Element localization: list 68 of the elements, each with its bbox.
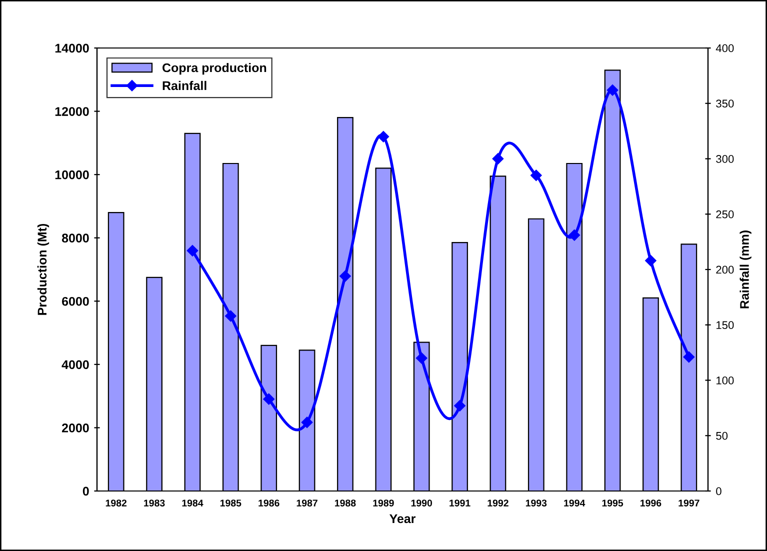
bar [184, 132, 201, 491]
bar [642, 297, 659, 491]
y-tick-label: 12000 [55, 107, 89, 116]
y-tick-label: 2000 [62, 424, 89, 432]
point [683, 351, 695, 363]
x-tick-label: 1992 [488, 500, 508, 506]
y2-tick-label: 250 [716, 210, 734, 218]
bar [452, 242, 468, 491]
bar [566, 162, 583, 491]
bar [604, 70, 621, 491]
x-tick-label: 1996 [640, 500, 662, 506]
y-tick-label: 10000 [55, 170, 89, 180]
x-tick-label: 1994 [564, 500, 586, 506]
x-tick-label: 1986 [258, 500, 280, 506]
y2-axis-title: Rainfall (mm) [740, 230, 752, 308]
y2-tick-label: 0 [716, 487, 722, 496]
bar [528, 218, 544, 491]
point [301, 416, 313, 428]
point [568, 230, 580, 241]
legend-label: Rainfall [162, 80, 206, 90]
x-tick-label: 1991 [450, 500, 470, 506]
point [378, 130, 390, 142]
point [606, 84, 618, 96]
point [186, 245, 198, 256]
y-tick-label: 14000 [55, 44, 89, 53]
y2-tick-label: 150 [716, 321, 734, 330]
x-tick-label: 1995 [602, 500, 624, 506]
y2-tick-label: 200 [716, 266, 734, 274]
y-tick-label: 4000 [62, 360, 89, 370]
y-tick-label: 8000 [62, 234, 89, 243]
y2-tick-label: 100 [716, 376, 734, 384]
bar [490, 176, 506, 491]
bar [413, 342, 430, 491]
bar [680, 244, 698, 491]
x-tick-label: 1984 [182, 500, 204, 506]
y-tick-label: 0 [82, 486, 89, 496]
legend-label: Copra production [162, 63, 266, 75]
point [263, 393, 274, 405]
y2-tick-label: 300 [716, 155, 734, 163]
x-tick-label: 1997 [678, 500, 700, 506]
bar [222, 162, 239, 491]
y2-tick-label: 400 [716, 44, 734, 52]
y2-tick-label: 350 [716, 100, 734, 108]
x-tick-label: 1993 [526, 500, 547, 506]
bar [146, 276, 162, 491]
bar [298, 350, 316, 491]
x-tick-label: 1989 [373, 500, 394, 506]
x-tick-label: 1987 [296, 500, 318, 506]
x-tick-label: 1982 [106, 500, 127, 506]
x-tick-label: 1990 [411, 500, 432, 506]
x-axis-title: Year [390, 514, 416, 524]
bar [337, 117, 354, 491]
x-tick-label: 1988 [335, 500, 356, 506]
y-tick-label: 6000 [62, 296, 89, 306]
point [416, 352, 428, 364]
point [340, 270, 351, 282]
y-axis-title: Production (Mt) [37, 224, 50, 315]
point [645, 255, 656, 266]
x-tick-label: 1983 [144, 500, 165, 506]
point [530, 170, 542, 181]
bar [375, 168, 392, 491]
point [492, 153, 504, 164]
x-tick-label: 1985 [220, 500, 242, 506]
point [454, 400, 466, 412]
y2-tick-label: 50 [716, 432, 728, 440]
bar [108, 212, 124, 491]
bar [260, 344, 278, 491]
point [225, 310, 236, 322]
